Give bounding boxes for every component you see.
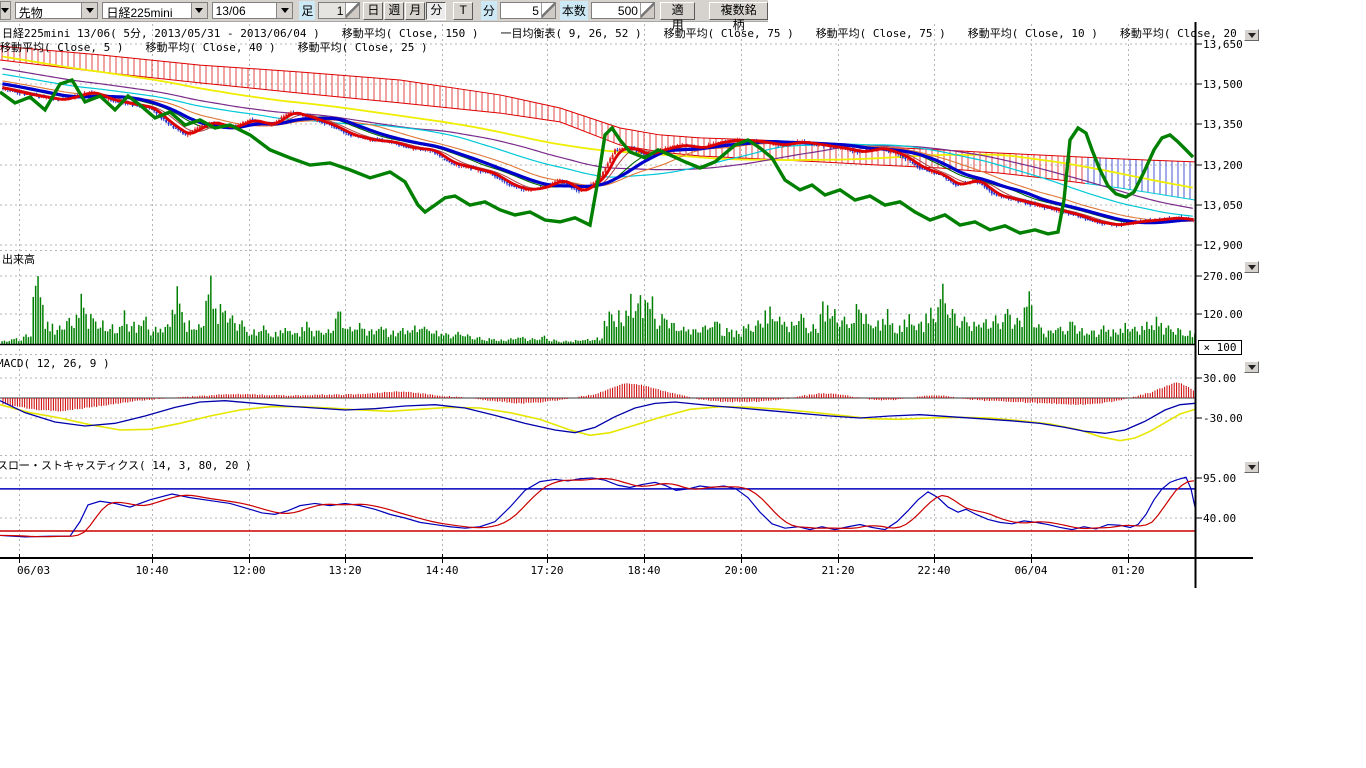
dropdown-arrow-icon[interactable]: [276, 3, 292, 18]
tick-button[interactable]: T: [453, 2, 473, 20]
spinner-button[interactable]: [541, 3, 555, 18]
time-tick-label: 14:40: [420, 564, 464, 577]
time-tick-label: 17:20: [525, 564, 569, 577]
minute-label: 分: [481, 1, 497, 20]
period-button-週[interactable]: 週: [384, 2, 404, 20]
apply-button[interactable]: 適用: [660, 2, 695, 20]
symbol-type-combo[interactable]: 先物: [15, 2, 99, 19]
indicator-label: 移動平均( Close, 5 ): [0, 39, 123, 55]
chevron-down-icon: [1248, 365, 1256, 374]
chevron-down-icon: [1248, 33, 1256, 42]
volume-multiplier-box: × 100: [1198, 340, 1242, 355]
time-tick-label: 06/03: [17, 564, 50, 577]
ashi-label: 足: [299, 1, 315, 20]
count-value: 500: [592, 3, 640, 18]
time-tick-label: 06/04: [1009, 564, 1053, 577]
time-tick-label: 22:40: [912, 564, 956, 577]
combo-fragment[interactable]: [0, 1, 11, 20]
indicator-label: 移動平均( Close, 25 ): [298, 39, 428, 55]
chart-region[interactable]: 日経225mini 13/06( 5分, 2013/05/31 - 2013/0…: [0, 22, 1366, 592]
volume-panel-label: 出来高: [2, 251, 35, 267]
axis-tick-label: 13,650: [1203, 38, 1243, 51]
contract-month-combo[interactable]: 13/06: [212, 2, 294, 19]
indicator-label: 移動平均( Close, 40 ): [145, 39, 275, 55]
count-label: 本数: [560, 1, 588, 20]
panel-collapse-button[interactable]: [1244, 361, 1259, 373]
symbol-combo[interactable]: 日経225mini: [102, 2, 207, 19]
chevron-down-icon: [1248, 465, 1256, 474]
indicator-label: 移動平均( Close, 75 ): [816, 25, 946, 41]
axis-tick-label: 270.00: [1203, 270, 1243, 283]
macd-panel-label: MACD( 12, 26, 9 ): [0, 357, 110, 370]
axis-tick-label: 30.00: [1203, 372, 1236, 385]
indicator-label: 移動平均( Close, 10 ): [968, 25, 1098, 41]
time-tick-label: 10:40: [130, 564, 174, 577]
interval-value: 1: [319, 3, 345, 18]
interval-spinner[interactable]: 1: [318, 2, 360, 19]
panel-collapse-button[interactable]: [1244, 261, 1259, 273]
chart-canvas[interactable]: [0, 22, 1366, 592]
axis-tick-label: 120.00: [1203, 308, 1243, 321]
contract-month-value: 13/06: [213, 3, 277, 18]
period-button-月[interactable]: 月: [405, 2, 425, 20]
time-tick-label: 21:20: [816, 564, 860, 577]
panel-collapse-button[interactable]: [1244, 29, 1259, 41]
axis-tick-label: 12,900: [1203, 239, 1243, 252]
spinner-button[interactable]: [640, 3, 654, 18]
axis-tick-label: 13,200: [1203, 159, 1243, 172]
axis-tick-label: 95.00: [1203, 472, 1236, 485]
symbol-type-value: 先物: [16, 3, 82, 18]
axis-tick-label: 40.00: [1203, 512, 1236, 525]
axis-tick-label: 13,050: [1203, 199, 1243, 212]
minute-value: 5: [501, 3, 541, 18]
indicator-label: 移動平均( Close, 75 ): [664, 25, 794, 41]
period-button-分[interactable]: 分: [426, 2, 446, 20]
symbol-value: 日経225mini: [103, 3, 190, 18]
time-tick-label: 13:20: [323, 564, 367, 577]
chevron-down-icon: [1248, 265, 1256, 274]
stoch-panel-label: スロー・ストキャスティクス( 14, 3, 80, 20 ): [0, 457, 252, 473]
minute-spinner[interactable]: 5: [500, 2, 556, 19]
indicator-label: 一目均衡表( 9, 26, 52 ): [501, 25, 642, 41]
dropdown-arrow-icon[interactable]: [81, 3, 97, 18]
time-tick-label: 18:40: [622, 564, 666, 577]
multi-symbol-button[interactable]: 複数銘柄: [709, 2, 768, 20]
time-tick-label: 20:00: [719, 564, 763, 577]
axis-tick-label: 13,350: [1203, 118, 1243, 131]
dropdown-arrow-icon: [1, 8, 9, 17]
time-tick-label: 01:20: [1106, 564, 1150, 577]
indicator-row: 移動平均( Close, 5 ) 移動平均( Close, 40 ) 移動平均( C…: [0, 39, 450, 55]
period-button-日[interactable]: 日: [363, 2, 383, 20]
spinner-button[interactable]: [345, 3, 359, 18]
toolbar: 先物 日経225mini 13/06 足 1 日週月分 T 分 5 本数 500…: [0, 0, 768, 22]
panel-collapse-button[interactable]: [1244, 461, 1259, 473]
dropdown-arrow-icon[interactable]: [191, 3, 207, 18]
axis-tick-label: -30.00: [1203, 412, 1243, 425]
time-tick-label: 12:00: [227, 564, 271, 577]
axis-tick-label: 13,500: [1203, 78, 1243, 91]
count-spinner[interactable]: 500: [591, 2, 655, 19]
